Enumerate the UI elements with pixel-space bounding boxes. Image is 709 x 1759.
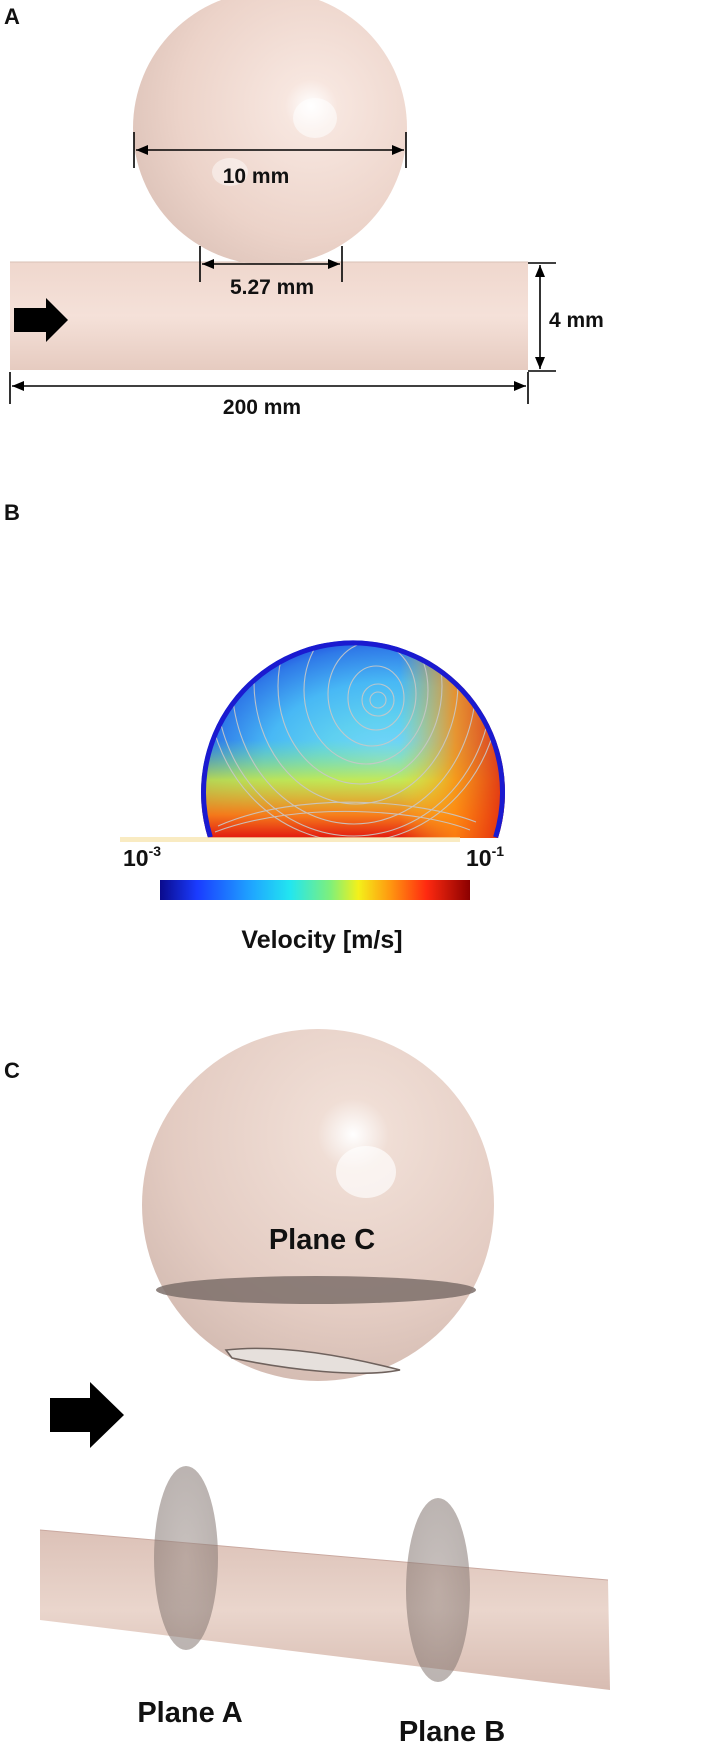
flow-direction-arrow-3d-icon — [50, 1382, 124, 1448]
plane-c-label: Plane C — [269, 1224, 375, 1256]
plane-c-cross-section — [156, 1276, 476, 1304]
vessel-diameter-dimension — [528, 262, 556, 372]
neck-width-dimension — [199, 246, 343, 282]
vessel-diameter-label: 4 mm — [549, 309, 604, 332]
colorbar-title: Velocity [m/s] — [241, 926, 402, 954]
panel-c-letter: C — [4, 1058, 20, 1083]
dome-base-strip — [120, 837, 460, 842]
colorbar-min-label: 10-3 — [123, 843, 161, 871]
sphere-diameter-dimension — [133, 132, 407, 168]
plane-b-cross-section — [406, 1498, 470, 1682]
plane-b-label: Plane B — [399, 1716, 505, 1748]
sphere-highlight-secondary — [212, 158, 248, 186]
sphere-3d-highlight — [336, 1146, 396, 1198]
colorbar-max-label: 10-1 — [466, 843, 504, 871]
aneurysm-sphere — [133, 0, 407, 265]
panel-b-letter: B — [4, 500, 20, 525]
sphere-diameter-label: 10 mm — [223, 165, 290, 188]
vessel-3d — [40, 1530, 610, 1690]
plane-a-label: Plane A — [137, 1697, 242, 1729]
plane-a-cross-section — [154, 1466, 218, 1650]
velocity-colorbar — [160, 880, 470, 900]
aneurysm-neck-outline — [224, 1347, 401, 1375]
neck-width-label: 5.27 mm — [230, 276, 314, 299]
vessel-side-view — [10, 262, 528, 370]
sphere-highlight — [293, 98, 337, 138]
vessel-length-label: 200 mm — [223, 396, 301, 419]
aneurysm-sphere-3d — [142, 1029, 494, 1381]
vessel-3d-top-edge — [39, 1529, 609, 1581]
flow-direction-arrow-icon — [14, 298, 68, 342]
panel-b: B — [4, 500, 506, 954]
panel-a-letter: A — [4, 4, 20, 29]
vessel-length-dimension — [9, 372, 529, 404]
velocity-field-dome — [201, 640, 506, 838]
panel-c: C Plane C Plane A Plane B — [4, 1029, 610, 1748]
panel-a: A 10 mm 5.27 mm — [4, 0, 604, 419]
